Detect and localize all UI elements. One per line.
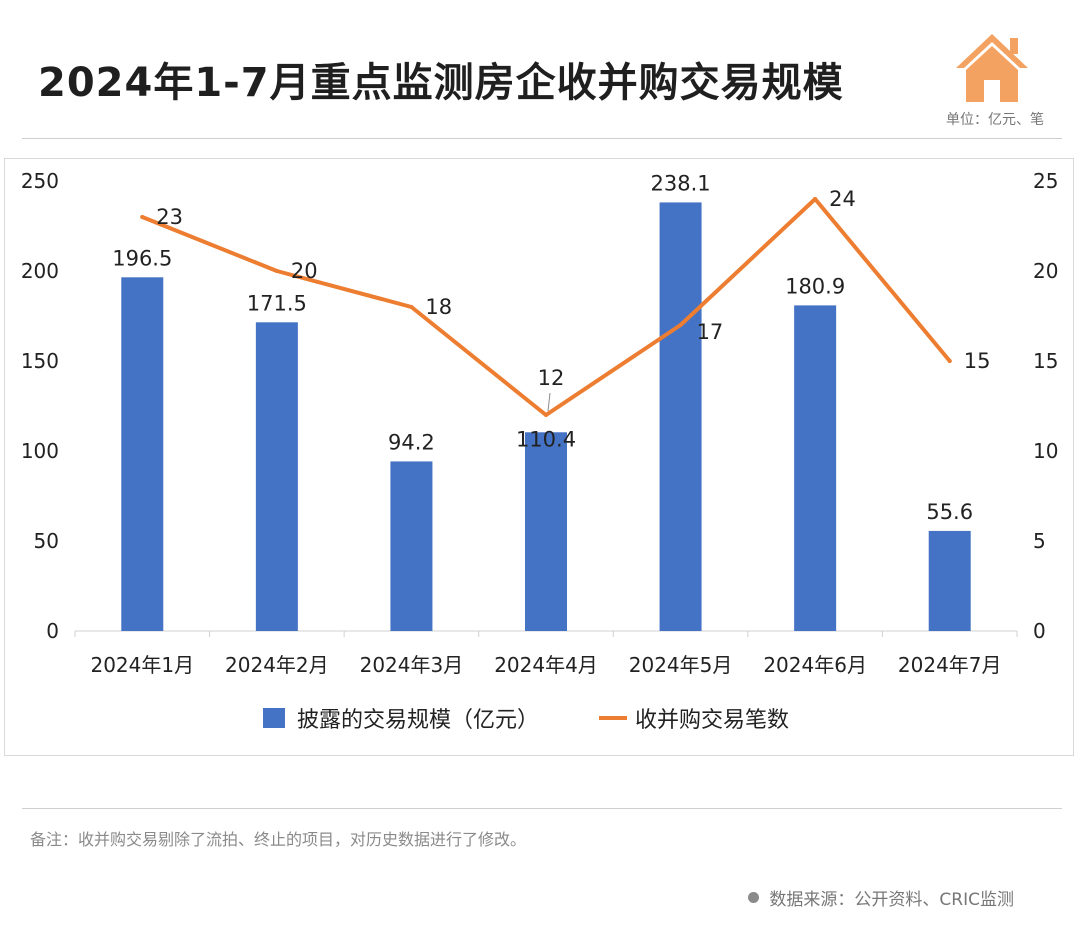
bar xyxy=(255,322,298,631)
x-tick-label: 2024年1月 xyxy=(90,653,194,677)
y-left-tick-label: 50 xyxy=(34,529,59,553)
bar-data-label: 238.1 xyxy=(651,171,711,195)
footnote: 备注：收并购交易剔除了流拍、终止的项目，对历史数据进行了修改。 xyxy=(30,830,527,849)
line-data-label: 23 xyxy=(156,205,183,229)
line-data-label: 15 xyxy=(964,349,991,373)
bar xyxy=(121,277,164,631)
y-right-tick-label: 10 xyxy=(1033,439,1058,463)
x-tick-label: 2024年5月 xyxy=(629,653,733,677)
y-right-tick-label: 0 xyxy=(1033,619,1046,643)
y-left-tick-label: 250 xyxy=(21,169,59,193)
x-tick-label: 2024年4月 xyxy=(494,653,598,677)
combo-chart: 0 50 100 150 200 250 0 5 10 15 20 25 2024年1月 2024年2月 2… xyxy=(21,169,1059,733)
chart-panel: 0 50 100 150 200 250 0 5 10 15 20 25 2024年1月 2024年2月 2… xyxy=(4,158,1074,756)
bar-data-label: 94.2 xyxy=(388,430,435,454)
line-data-label: 17 xyxy=(697,320,724,344)
bar xyxy=(928,530,971,631)
line-data-label: 12 xyxy=(538,366,565,390)
bar xyxy=(390,461,433,631)
label-leader-line xyxy=(547,392,551,412)
y-left-tick-label: 200 xyxy=(21,259,59,283)
y-right-tick-label: 15 xyxy=(1033,349,1058,373)
bar-data-label: 171.5 xyxy=(247,291,307,315)
line-data-label: 18 xyxy=(425,295,452,319)
bullet-icon xyxy=(748,892,760,903)
bar xyxy=(525,432,567,631)
y-left-tick-label: 0 xyxy=(46,619,59,643)
line-point xyxy=(947,359,952,363)
bar xyxy=(659,202,702,632)
bar-data-label: 196.5 xyxy=(112,246,172,270)
legend-bar-swatch xyxy=(263,708,285,728)
bar xyxy=(794,305,837,631)
source-text: 数据来源：公开资料、CRIC监测 xyxy=(769,890,1014,910)
line-point xyxy=(678,323,683,327)
house-icon xyxy=(956,34,1028,102)
header-divider xyxy=(22,138,1062,139)
line-point xyxy=(409,305,414,309)
y-right-tick-label: 25 xyxy=(1033,169,1058,193)
x-tick-label: 2024年6月 xyxy=(763,653,867,677)
line-point xyxy=(140,215,145,219)
bar-data-label: 180.9 xyxy=(785,274,845,298)
y-left-tick-label: 150 xyxy=(21,349,59,373)
line-point xyxy=(813,197,818,201)
x-tick-label: 2024年7月 xyxy=(898,653,1002,677)
line-point xyxy=(544,413,548,417)
line-data-label: 20 xyxy=(291,259,318,283)
bar-data-label: 110.4 xyxy=(516,427,576,451)
bar-data-label: 55.6 xyxy=(926,500,973,524)
y-right-tick-label: 20 xyxy=(1033,259,1058,283)
y-left-tick-label: 100 xyxy=(21,439,59,463)
line-data-label: 24 xyxy=(829,187,856,211)
legend-line-label: 收并购交易笔数 xyxy=(635,708,789,733)
y-right-tick-label: 5 xyxy=(1033,529,1046,553)
x-tick-label: 2024年2月 xyxy=(225,653,329,677)
unit-label: 单位：亿元、笔 xyxy=(946,112,1044,128)
legend-bar-label: 披露的交易规模（亿元） xyxy=(297,708,539,733)
x-tick-label: 2024年3月 xyxy=(360,653,464,677)
source-line: 数据来源：公开资料、CRIC监测 xyxy=(748,885,1014,910)
line-point xyxy=(274,269,279,273)
page-title: 2024年1-7月重点监测房企收并购交易规模 xyxy=(38,60,844,106)
footer-divider xyxy=(22,808,1062,809)
